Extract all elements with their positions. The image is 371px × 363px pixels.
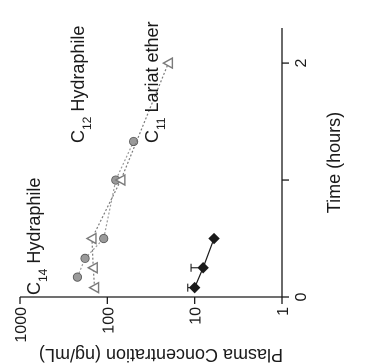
series-label-2: C12 Hydraphile — [68, 26, 94, 143]
series-1 — [72, 136, 139, 282]
x-axis-label: Time (hours) — [324, 112, 344, 213]
series-label-main: C — [142, 130, 162, 143]
data-point — [161, 56, 174, 70]
data-point — [85, 232, 97, 245]
rotated-chart: Time (hours) Plasma Concentration (ng/mL… — [13, 21, 344, 363]
y-tick-label: 10 — [188, 307, 205, 325]
x-ticks: 02 — [282, 59, 310, 301]
y-tick-label: 1 — [275, 307, 292, 316]
data-point — [86, 261, 98, 274]
series-label-sub: 12 — [80, 116, 94, 130]
data-point — [114, 173, 126, 187]
series-label-rest: Lariat ether — [142, 21, 162, 117]
data-point — [208, 232, 220, 245]
series-label-sub: 14 — [36, 268, 50, 282]
x-tick-label: 0 — [293, 292, 310, 301]
plot-area — [72, 56, 220, 294]
data-point — [197, 262, 209, 274]
series-label-main: C — [68, 130, 88, 143]
series-line — [194, 238, 215, 288]
series-2 — [85, 56, 174, 294]
series-label-sub: 11 — [154, 117, 168, 130]
data-point — [88, 281, 100, 294]
series-label-main: C — [24, 282, 44, 295]
x-tick-label: 2 — [293, 59, 310, 68]
data-point — [72, 272, 83, 282]
data-point — [99, 233, 109, 244]
series-line — [76, 141, 135, 278]
series-label-rest: Hydraphile — [68, 26, 88, 117]
series-label-rest: Hydraphile — [24, 178, 44, 269]
series-label-1: C14 Hydraphile — [24, 178, 50, 295]
data-point — [188, 281, 201, 294]
y-ticks: 1 10 100 1000 — [13, 297, 292, 343]
y-axis-label: Plasma Concentration (ng/mL) — [39, 345, 283, 363]
series-label-3: C11 Lariat ether — [142, 21, 168, 143]
data-point — [80, 253, 90, 264]
y-tick-label: 100 — [100, 307, 117, 334]
y-tick-label: 1000 — [13, 307, 30, 343]
series-3 — [187, 232, 220, 294]
